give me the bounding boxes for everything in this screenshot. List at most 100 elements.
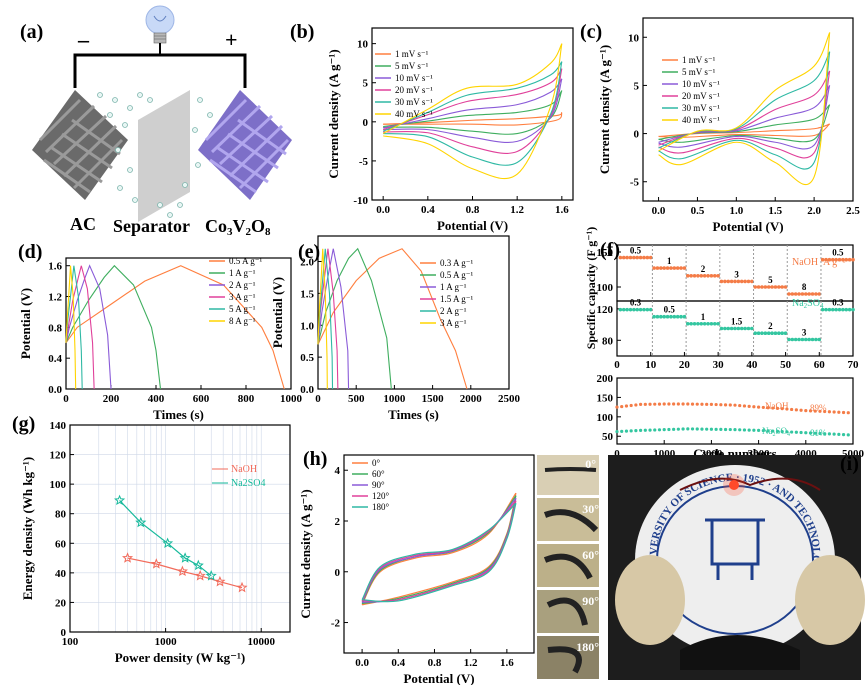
y-axis-label: Current density (A g⁻¹) bbox=[326, 49, 341, 178]
naoh-rate-point bbox=[618, 255, 623, 260]
electrolyte-part: 2 bbox=[804, 302, 808, 310]
na2so4-rate-point bbox=[827, 307, 832, 312]
y-tick-label: 10 bbox=[628, 32, 640, 44]
naoh-rate-point bbox=[682, 266, 687, 270]
y-tick-label: 120 bbox=[50, 450, 67, 462]
naoh-rate-point bbox=[777, 285, 781, 289]
ragone-star-point bbox=[236, 581, 248, 593]
naoh-rate-point bbox=[625, 255, 629, 260]
x-tick-label: 70 bbox=[848, 359, 860, 371]
na2so4-rate-point bbox=[834, 307, 838, 312]
panel-i-label: (i) bbox=[840, 453, 859, 475]
naoh-rate-point bbox=[716, 274, 720, 278]
bend-photo-180 bbox=[537, 636, 599, 679]
naoh-rate-point bbox=[780, 285, 784, 289]
cycle-point bbox=[705, 427, 709, 431]
cycle-point bbox=[705, 402, 709, 406]
naoh-rate-point bbox=[672, 266, 677, 270]
cycle-point bbox=[841, 433, 846, 437]
x-tick-label: 800 bbox=[238, 393, 255, 405]
legend-entry: 0.5 A g⁻¹ bbox=[440, 270, 474, 280]
panel-g-ragone-chart: 100 1000 10000 0 20 40 60 80 100 120 140 Power dens… bbox=[12, 413, 291, 665]
na2so4-rate-point bbox=[783, 331, 788, 336]
cycle-point bbox=[766, 406, 770, 410]
cycle-point bbox=[634, 403, 638, 407]
panel-label: (f) bbox=[600, 239, 620, 261]
na2so4-rate-point bbox=[699, 321, 704, 326]
y-tick-label: 0.4 bbox=[48, 353, 62, 365]
electrolyte-part: Na bbox=[762, 426, 773, 436]
na2so4-rate-point bbox=[810, 337, 815, 342]
cv-curve-lower bbox=[383, 61, 563, 166]
y-axis-label: Potential (V) bbox=[270, 277, 285, 348]
x-tick-label: 1500 bbox=[422, 393, 445, 405]
na2so4-rate-point bbox=[648, 307, 653, 312]
naoh-rate-point bbox=[689, 274, 693, 278]
na2so4-rate-point bbox=[753, 331, 758, 336]
left-hand bbox=[615, 555, 685, 645]
y-tick-label: 0 bbox=[335, 567, 341, 579]
cycle-point bbox=[615, 405, 619, 409]
panel-label: (g) bbox=[12, 413, 35, 435]
naoh-rate-point bbox=[834, 257, 838, 262]
naoh-rate-point bbox=[686, 274, 690, 278]
bend-angle-label: 90° bbox=[582, 594, 599, 608]
cycle-point bbox=[785, 407, 789, 411]
cycle-point bbox=[676, 427, 680, 431]
y-tick-label: 200 bbox=[597, 373, 614, 385]
na2so4-rate-point bbox=[817, 337, 822, 342]
legend-entry: 20 mV s⁻¹ bbox=[395, 85, 433, 95]
ragone-star-point bbox=[194, 569, 206, 581]
y-tick-label: 60 bbox=[55, 538, 67, 550]
na2so4-rate-point bbox=[773, 331, 778, 336]
cycle-point bbox=[723, 403, 728, 407]
na2so4-rate-point bbox=[618, 307, 623, 312]
legend-entry: 5 mV s⁻¹ bbox=[682, 67, 716, 77]
na2so4-rate-point bbox=[736, 326, 741, 331]
na2so4-rate-point bbox=[729, 326, 734, 331]
light-bulb-icon bbox=[145, 5, 175, 55]
bend-angle-label: 30° bbox=[582, 502, 599, 516]
naoh-rate-point bbox=[830, 257, 835, 262]
naoh-rate-point bbox=[736, 279, 741, 284]
cycle-point bbox=[771, 429, 775, 433]
na2so4-rate-point bbox=[800, 337, 805, 342]
cycle-point bbox=[714, 402, 718, 407]
cycle-point bbox=[813, 409, 817, 413]
rate-label: 0.3 bbox=[832, 298, 844, 308]
cycle-point bbox=[827, 432, 832, 436]
na2so4-rate-point bbox=[702, 321, 707, 326]
cycle-point bbox=[832, 410, 836, 414]
naoh-rate-point bbox=[817, 292, 822, 296]
na2so4-rate-point bbox=[837, 307, 842, 312]
y-tick-label: 2.0 bbox=[300, 257, 314, 269]
plot-frame bbox=[616, 300, 854, 357]
legend-entry: 2 A g⁻¹ bbox=[440, 306, 467, 316]
naoh-rate-point bbox=[659, 266, 663, 270]
cycle-point bbox=[629, 429, 633, 433]
legend-entry: 90° bbox=[372, 480, 385, 490]
plot-frame bbox=[616, 377, 854, 445]
electrolyte-part: 2 bbox=[773, 432, 776, 438]
cycle-point bbox=[799, 408, 803, 412]
x-tick-label: 2000 bbox=[460, 393, 483, 405]
bend-cv-upper bbox=[361, 502, 517, 600]
x-tick-label: 1000 bbox=[155, 636, 178, 648]
x-axis-label: Times (s) bbox=[388, 407, 439, 422]
naoh-rate-point bbox=[753, 285, 758, 289]
bend-photo-90 bbox=[537, 590, 599, 633]
y-tick-label: 0.8 bbox=[48, 322, 62, 334]
naoh-rate-point bbox=[746, 279, 751, 284]
naoh-rate-point bbox=[632, 255, 636, 260]
naoh-rate-point bbox=[787, 292, 791, 296]
ragone-star-point bbox=[179, 552, 191, 563]
naoh-rate-point bbox=[652, 266, 656, 270]
naoh-rate-point bbox=[844, 257, 849, 262]
naoh-rate-point bbox=[621, 255, 626, 260]
cv-curve-lower bbox=[658, 85, 831, 150]
plot-frame bbox=[65, 257, 292, 390]
cycle-point bbox=[752, 428, 756, 432]
naoh-rate-point bbox=[692, 274, 697, 278]
y-tick-label: 1.2 bbox=[48, 292, 62, 304]
